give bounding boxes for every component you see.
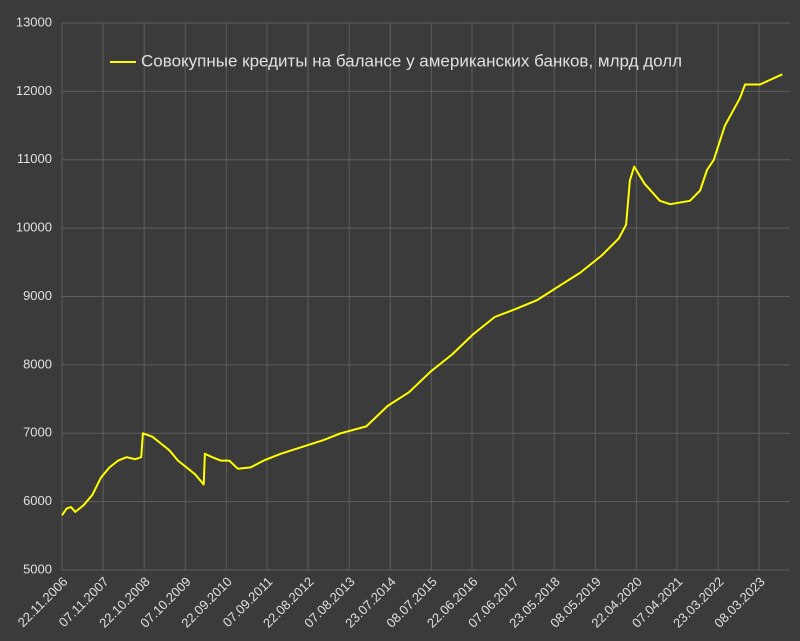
- y-tick-label: 7000: [23, 425, 52, 440]
- y-tick-label: 13000: [16, 14, 52, 29]
- y-tick-label: 8000: [23, 356, 52, 371]
- y-tick-label: 10000: [16, 220, 52, 235]
- y-tick-label: 11000: [17, 151, 52, 166]
- y-tick-label: 5000: [23, 561, 52, 576]
- data-line: [61, 73, 783, 516]
- y-tick-label: 9000: [23, 288, 52, 303]
- y-tick-label: 6000: [23, 493, 52, 508]
- legend-label: Совокупные кредиты на балансе у американ…: [141, 51, 682, 70]
- y-tick-label: 12000: [16, 83, 52, 98]
